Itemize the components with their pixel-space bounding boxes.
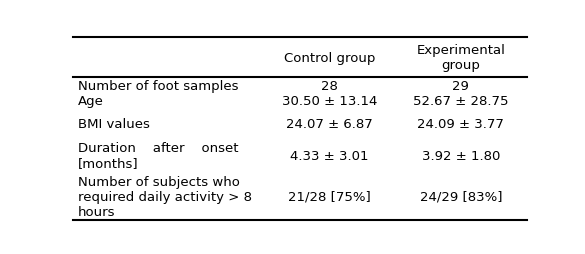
Text: Number of subjects who
required daily activity > 8
hours: Number of subjects who required daily ac… [78,175,252,218]
Text: 29
52.67 ± 28.75: 29 52.67 ± 28.75 [413,80,508,108]
Text: Control group: Control group [284,51,375,64]
Text: Experimental
group: Experimental group [417,44,505,72]
Text: 24.07 ± 6.87: 24.07 ± 6.87 [286,118,373,131]
Text: Number of foot samples
Age: Number of foot samples Age [78,80,238,108]
Text: 3.92 ± 1.80: 3.92 ± 1.80 [422,149,500,162]
Text: 4.33 ± 3.01: 4.33 ± 3.01 [290,149,369,162]
Text: 21/28 [75%]: 21/28 [75%] [288,190,371,203]
Text: 24/29 [83%]: 24/29 [83%] [419,190,502,203]
Text: 24.09 ± 3.77: 24.09 ± 3.77 [417,118,504,131]
Text: 28
30.50 ± 13.14: 28 30.50 ± 13.14 [281,80,377,108]
Text: BMI values: BMI values [78,118,150,131]
Text: Duration    after    onset
[months]: Duration after onset [months] [78,142,238,170]
